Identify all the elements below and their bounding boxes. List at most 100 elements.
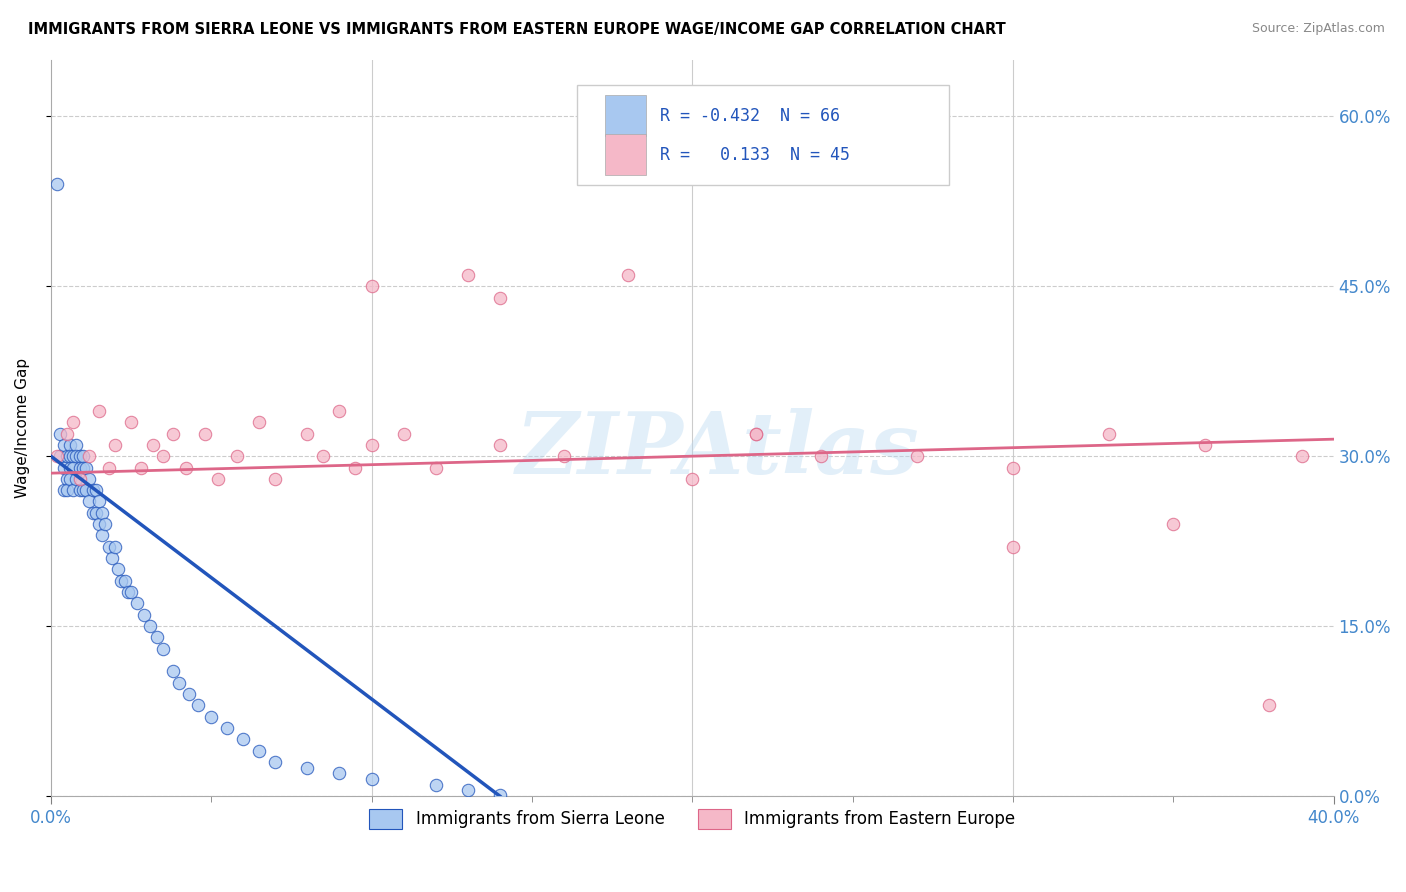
Point (1001, 460, 1024, 475)
Point (62, 460, 84, 475)
Point (52, 460, 75, 475)
Point (132, 607, 155, 622)
Point (72, 449, 94, 463)
Point (207, 472, 229, 486)
Point (91, 528, 114, 542)
Point (94, 517, 117, 532)
Point (457, 783, 479, 797)
Point (328, 766, 350, 780)
Point (87, 404, 110, 418)
Point (79, 449, 101, 463)
Point (194, 426, 217, 441)
Point (142, 438, 165, 452)
Point (217, 721, 239, 735)
Point (200, 710, 222, 724)
Point (488, 291, 510, 305)
Point (360, 772, 382, 786)
FancyBboxPatch shape (605, 95, 645, 136)
Point (745, 426, 768, 441)
Point (425, 460, 447, 475)
Point (1194, 438, 1216, 452)
Point (65, 438, 87, 452)
Point (360, 438, 382, 452)
Point (46, 178, 69, 192)
Point (52, 483, 75, 498)
Point (82, 483, 104, 498)
Point (617, 268, 640, 282)
Point (52, 438, 75, 452)
Point (1001, 540, 1024, 554)
FancyBboxPatch shape (576, 86, 949, 185)
Point (114, 574, 136, 588)
Y-axis label: Wage/Income Gap: Wage/Income Gap (15, 358, 30, 498)
Point (62, 483, 84, 498)
Point (65, 449, 87, 463)
Point (59, 438, 82, 452)
Point (232, 732, 254, 747)
Point (264, 472, 287, 486)
Point (488, 788, 510, 802)
Point (65, 472, 87, 486)
Point (457, 268, 479, 282)
Point (152, 641, 174, 656)
Point (312, 449, 335, 463)
Point (247, 744, 270, 758)
Point (297, 426, 319, 441)
Point (46, 449, 69, 463)
Point (91, 506, 114, 520)
Point (360, 279, 382, 293)
Point (162, 426, 184, 441)
Point (117, 585, 139, 599)
Point (1098, 426, 1121, 441)
Point (59, 460, 82, 475)
Point (69, 472, 91, 486)
Point (56, 472, 79, 486)
Point (49, 426, 72, 441)
Point (62, 449, 84, 463)
Point (553, 449, 575, 463)
Point (328, 404, 350, 418)
Point (100, 551, 122, 566)
Point (84, 483, 107, 498)
Point (129, 460, 152, 475)
Point (75, 483, 97, 498)
Point (264, 755, 287, 769)
Text: IMMIGRANTS FROM SIERRA LEONE VS IMMIGRANTS FROM EASTERN EUROPE WAGE/INCOME GAP C: IMMIGRANTS FROM SIERRA LEONE VS IMMIGRAN… (28, 22, 1005, 37)
Point (297, 761, 319, 775)
Point (72, 483, 94, 498)
Point (745, 426, 768, 441)
Point (1258, 698, 1281, 713)
Point (162, 665, 184, 679)
Point (69, 460, 91, 475)
Point (1161, 517, 1184, 532)
Point (82, 506, 104, 520)
Point (72, 460, 94, 475)
Point (1291, 449, 1313, 463)
Point (84, 506, 107, 520)
Point (247, 415, 270, 429)
Point (75, 460, 97, 475)
Point (810, 449, 832, 463)
Point (177, 687, 200, 701)
Point (225, 449, 247, 463)
Point (110, 574, 132, 588)
Point (120, 585, 142, 599)
Point (187, 698, 209, 713)
Point (425, 778, 447, 792)
Point (56, 426, 79, 441)
Point (56, 449, 79, 463)
Legend: Immigrants from Sierra Leone, Immigrants from Eastern Europe: Immigrants from Sierra Leone, Immigrants… (363, 802, 1022, 836)
Point (97, 460, 120, 475)
Point (87, 494, 110, 508)
Point (69, 483, 91, 498)
Point (152, 449, 174, 463)
FancyBboxPatch shape (605, 135, 645, 175)
Point (139, 619, 162, 633)
Point (69, 449, 91, 463)
Point (59, 472, 82, 486)
Text: R = -0.432  N = 66: R = -0.432 N = 66 (661, 107, 841, 125)
Point (79, 494, 101, 508)
Point (127, 597, 149, 611)
Point (49, 449, 72, 463)
Text: R =   0.133  N = 45: R = 0.133 N = 45 (661, 145, 851, 163)
